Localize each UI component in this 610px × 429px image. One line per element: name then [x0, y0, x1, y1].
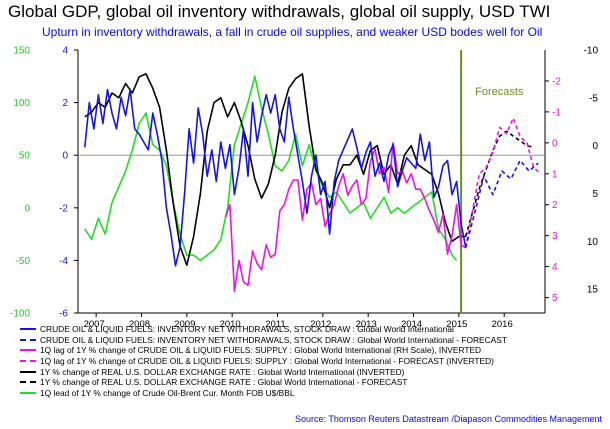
y-right-outer-tick-label: 5	[592, 189, 598, 200]
x-tick-label: 2016	[492, 319, 513, 330]
legend-item: 1Q lead of 1Y % change of Crude Oil-Bren…	[20, 388, 610, 399]
legend-swatch	[20, 338, 36, 341]
legend-label: CRUDE OIL & LIQUID FUELS: INVENTORY NET …	[40, 334, 507, 345]
legend-item: 1Q lag of 1Y % change of CRUDE OIL & LIQ…	[20, 345, 610, 356]
series-line-6	[84, 75, 458, 262]
chart-title: Global GDP, global oil inventory withdra…	[8, 2, 551, 21]
y-right-outer-tick-label: 15	[587, 285, 599, 296]
chart-subtitle: Upturn in inventory withdrawals, a fall …	[42, 25, 543, 39]
y-right-inner-tick-label: 4	[552, 262, 558, 273]
y-right-inner-tick-label: 1	[552, 169, 558, 180]
y-left-inner-tick-label: 2	[62, 98, 68, 109]
y-right-outer-tick-label: 0	[592, 141, 598, 152]
legend-label: 1Y % change of REAL U.S. DOLLAR EXCHANGE…	[40, 377, 408, 388]
x-tick-label: 2008	[129, 319, 150, 330]
legend-label: 1Q lead of 1Y % change of Crude Oil-Bren…	[40, 387, 295, 398]
y-right-inner-tick-label: -2	[552, 76, 561, 87]
legend-label: 1Q lag of 1Y % change of CRUDE OIL & LIQ…	[40, 345, 482, 356]
y-right-inner-tick-label: 0	[552, 138, 558, 149]
legend-item: CRUDE OIL & LIQUID FUELS: INVENTORY NET …	[20, 335, 610, 346]
x-tick-label: 2012	[310, 319, 331, 330]
y-left-inner-tick-label: 0	[62, 151, 68, 162]
legend-item: CRUDE OIL & LIQUID FUELS: INVENTORY NET …	[20, 324, 610, 335]
legend-swatch	[20, 360, 36, 363]
legend-label: CRUDE OIL & LIQUID FUELS: INVENTORY NET …	[40, 324, 454, 335]
y-right-outer-tick-label: -10	[584, 46, 599, 57]
x-tick-label: 2010	[220, 319, 241, 330]
legend-swatch	[20, 370, 36, 373]
y-left-outer-tick-label: -100	[10, 309, 30, 320]
y-right-inner-tick-label: 5	[552, 293, 558, 304]
chart-legend: CRUDE OIL & LIQUID FUELS: INVENTORY NET …	[20, 324, 610, 398]
source-note: Source: Thomson Reuters Datastream /Diap…	[295, 414, 602, 424]
x-tick-label: 2013	[356, 319, 377, 330]
x-tick-label: 2014	[401, 319, 422, 330]
y-left-inner-tick-label: -2	[59, 203, 68, 214]
x-tick-label: 2009	[174, 319, 195, 330]
series-line-4	[84, 73, 466, 267]
y-right-outer-tick-label: 10	[587, 237, 599, 248]
x-tick-label: 2011	[265, 319, 285, 330]
legend-swatch	[20, 349, 36, 352]
y-left-inner-tick-label: -4	[59, 256, 68, 267]
y-left-outer-tick-label: 0	[24, 203, 30, 214]
y-left-outer-tick-label: 150	[13, 46, 30, 57]
y-right-outer-tick-label: -5	[589, 93, 598, 104]
series-line-0	[84, 88, 467, 267]
legend-label: 1Q lag of 1Y % change of CRUDE OIL & LIQ…	[40, 356, 494, 367]
y-left-inner-tick-label: -6	[59, 309, 68, 320]
x-tick-label: 2007	[84, 319, 105, 330]
y-right-inner-tick-label: 3	[552, 231, 558, 242]
legend-swatch	[20, 391, 36, 394]
y-left-inner-tick-label: 4	[62, 46, 68, 57]
legend-swatch	[20, 381, 36, 384]
legend-item: 1Q lag of 1Y % change of CRUDE OIL & LIQ…	[20, 356, 610, 367]
y-right-inner-tick-label: -1	[552, 107, 561, 118]
legend-item: 1Y % change of REAL U.S. DOLLAR EXCHANGE…	[20, 366, 610, 377]
legend-label: 1Y % change of REAL U.S. DOLLAR EXCHANGE…	[40, 366, 405, 377]
y-left-outer-tick-label: -50	[16, 256, 31, 267]
y-left-outer-tick-label: 100	[13, 98, 30, 109]
forecast-label: Forecasts	[475, 86, 524, 98]
series-line-2	[224, 142, 467, 293]
y-left-outer-tick-label: 50	[19, 151, 31, 162]
series-line-3	[464, 117, 542, 249]
x-tick-label: 2015	[446, 319, 467, 330]
legend-swatch	[20, 328, 36, 331]
y-right-inner-tick-label: 2	[552, 200, 558, 211]
legend-item: 1Y % change of REAL U.S. DOLLAR EXCHANGE…	[20, 377, 610, 388]
series-line-5	[464, 130, 534, 237]
series-line-1	[464, 159, 539, 248]
